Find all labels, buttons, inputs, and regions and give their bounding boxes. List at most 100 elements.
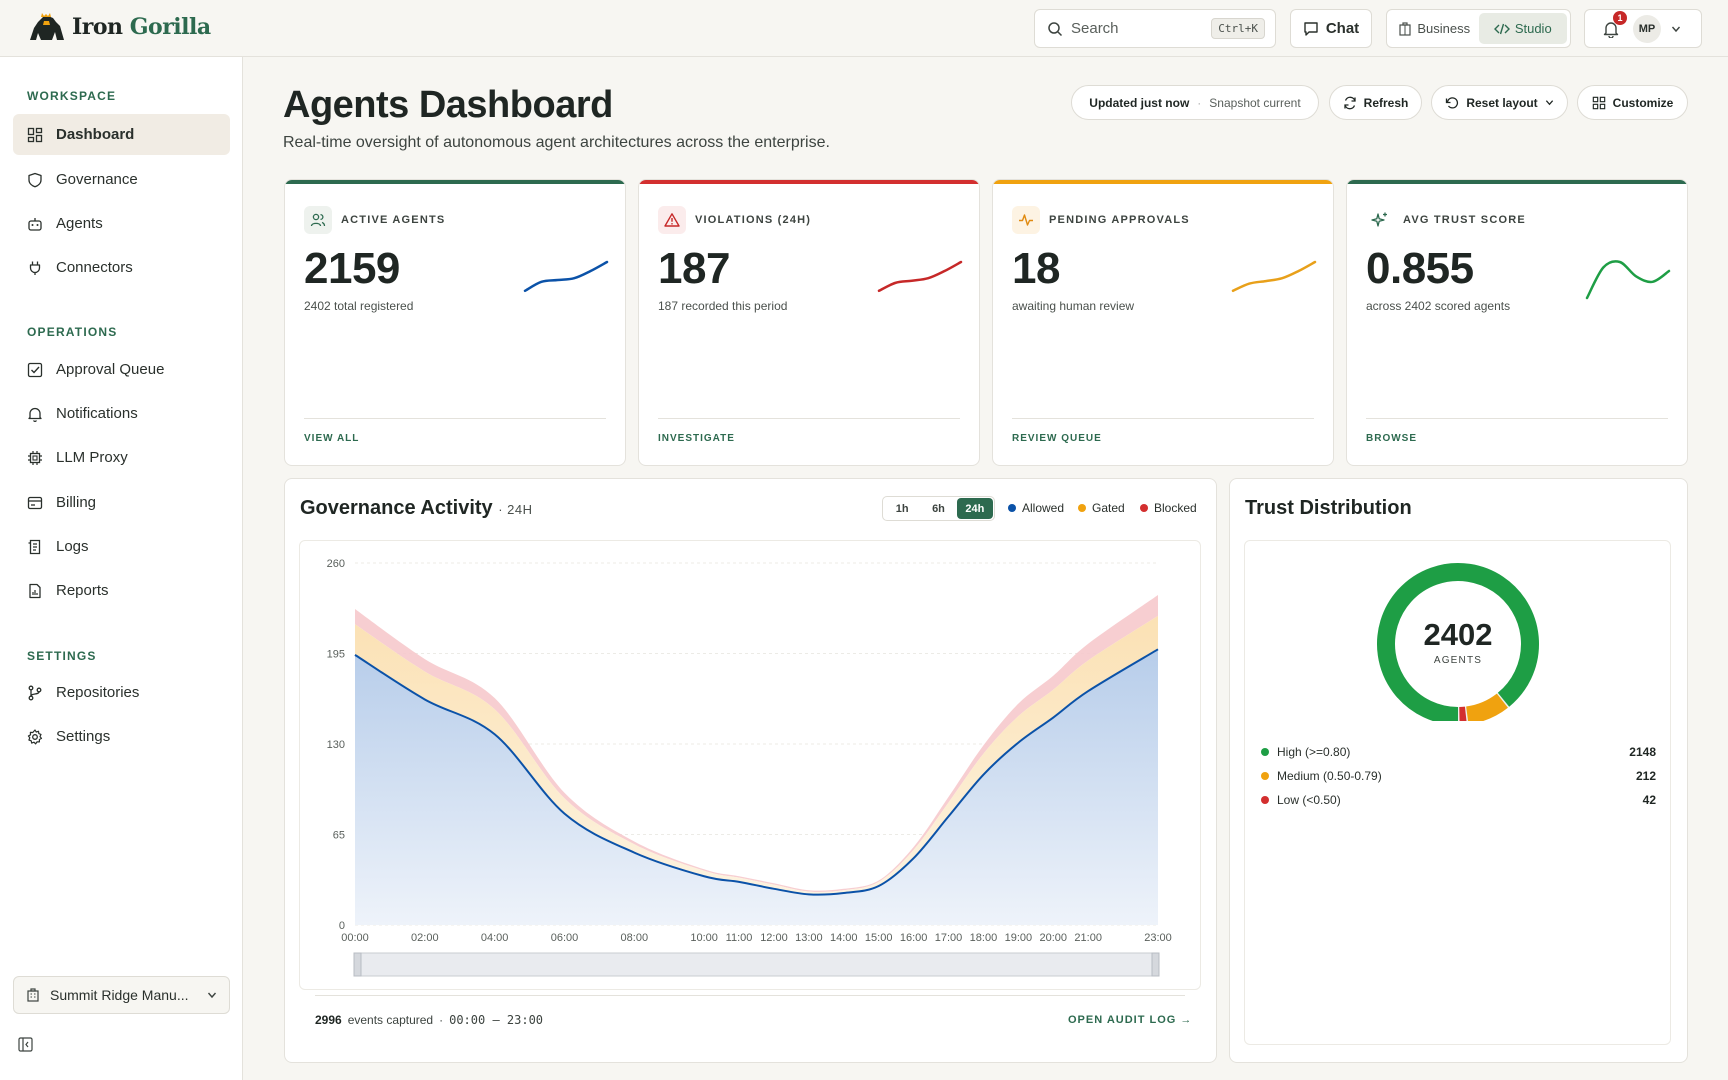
sidebar-item-label: Repositories bbox=[56, 684, 140, 701]
sidebar-item-repositories[interactable]: Repositories bbox=[13, 672, 230, 713]
users-icon bbox=[310, 213, 326, 227]
kpi-label: PENDING APPROVALS bbox=[1049, 214, 1190, 226]
range-option-6h[interactable]: 6h bbox=[932, 502, 945, 515]
kpi-divider bbox=[658, 418, 960, 419]
search-icon bbox=[1048, 21, 1063, 36]
org-name: Summit Ridge Manu... bbox=[50, 987, 189, 1003]
open-audit-log-link[interactable]: OPEN AUDIT LOG → bbox=[1068, 1014, 1193, 1026]
sidebar-item-notifications[interactable]: Notifications bbox=[13, 393, 230, 434]
x-tick-label: 14:00 bbox=[830, 932, 858, 944]
user-area: 1 MP bbox=[1584, 9, 1702, 48]
sidebar-item-logs[interactable]: Logs bbox=[13, 526, 230, 567]
trust-bucket-name: High (>=0.80) bbox=[1277, 745, 1351, 759]
kpi-link-view-all[interactable]: VIEW ALL bbox=[304, 433, 360, 444]
kpi-icon-box bbox=[1012, 206, 1040, 234]
org-selector[interactable]: Summit Ridge Manu... bbox=[13, 976, 230, 1014]
x-tick-label: 06:00 bbox=[551, 932, 579, 944]
y-tick-label: 65 bbox=[333, 830, 345, 842]
kpi-subtext: 2402 total registered bbox=[304, 299, 414, 313]
plug-icon bbox=[29, 261, 41, 275]
chart-footer-divider bbox=[315, 995, 1185, 996]
activity-chart: 00:00 02:00 04:00 06:00 08:00 10:00 11:00 12:00… bbox=[327, 558, 1172, 977]
bell-icon bbox=[1603, 21, 1619, 38]
trust-swatch bbox=[1261, 796, 1269, 804]
events-count: 2996 bbox=[315, 1013, 342, 1027]
checkbox-icon bbox=[27, 362, 43, 377]
kpi-link-browse[interactable]: BROWSE bbox=[1366, 433, 1417, 444]
donut-slice-1[interactable] bbox=[1465, 693, 1508, 721]
x-tick-label: 11:00 bbox=[726, 932, 753, 944]
time-range: 00:00 — 23:00 bbox=[449, 1013, 544, 1027]
sidebar-item-agents[interactable]: Agents bbox=[13, 203, 230, 244]
brush-track[interactable] bbox=[354, 952, 1159, 977]
range-option-24h[interactable]: 24h bbox=[956, 498, 993, 519]
sidebar-item-label: Reports bbox=[56, 582, 109, 599]
trust-row-high[interactable]: High (>=0.80) 2148 bbox=[1261, 745, 1656, 759]
chevron-down-icon[interactable] bbox=[1671, 24, 1681, 34]
kpi-value: 187 bbox=[658, 244, 730, 293]
donut-slice-0[interactable] bbox=[1377, 563, 1539, 721]
x-tick-label: 00:00 bbox=[341, 932, 369, 944]
kpi-icon-box bbox=[1366, 206, 1394, 234]
sidebar-item-label: Agents bbox=[56, 215, 103, 232]
y-tick-label: 260 bbox=[327, 558, 345, 570]
trust-row-medium[interactable]: Medium (0.50-0.79) 212 bbox=[1261, 769, 1656, 783]
legend-allowed[interactable]: Allowed bbox=[1008, 501, 1064, 515]
kpi-divider bbox=[304, 418, 606, 419]
sidebar-item-dashboard[interactable]: Dashboard bbox=[13, 114, 230, 155]
status-pill: Updated just now · Snapshot current bbox=[1071, 85, 1319, 120]
bell-icon bbox=[28, 407, 42, 422]
range-option-1h[interactable]: 1h bbox=[895, 502, 909, 515]
x-tick-label: 19:00 bbox=[1005, 932, 1033, 944]
trust-swatch bbox=[1261, 772, 1269, 780]
pulse-icon bbox=[1019, 214, 1033, 226]
brand-logo[interactable]: Iron Gorilla bbox=[26, 12, 211, 42]
sidebar-item-label: LLM Proxy bbox=[56, 449, 128, 466]
kpi-icon-box bbox=[658, 206, 686, 234]
sidebar-collapse-button[interactable] bbox=[18, 1037, 33, 1052]
notifications-button[interactable]: 1 bbox=[1599, 10, 1627, 41]
sidebar-item-approval-queue[interactable]: Approval Queue bbox=[13, 349, 230, 390]
refresh-button[interactable]: Refresh bbox=[1329, 85, 1422, 120]
reset-layout-label: Reset layout bbox=[1466, 95, 1538, 110]
status-snapshot: Snapshot current bbox=[1209, 95, 1301, 110]
kpi-value: 0.855 bbox=[1366, 244, 1474, 293]
kpi-card-violations: VIOLATIONS (24H) 187 187 recorded this p… bbox=[638, 179, 980, 466]
avatar[interactable]: MP bbox=[1633, 14, 1661, 43]
mode-studio-label: Studio bbox=[1514, 21, 1552, 36]
trust-row-low[interactable]: Low (<0.50) 42 bbox=[1261, 793, 1656, 807]
legend-blocked[interactable]: Blocked bbox=[1140, 501, 1197, 515]
sidebar-item-connectors[interactable]: Connectors bbox=[13, 247, 230, 288]
brush-handle-left[interactable] bbox=[353, 952, 362, 977]
nav-section-workspace: WORKSPACE bbox=[27, 89, 117, 103]
kpi-subtext: awaiting human review bbox=[1012, 299, 1135, 313]
customize-button[interactable]: Customize bbox=[1577, 85, 1688, 120]
kpi-sparkline-line bbox=[523, 260, 609, 293]
sidebar-item-llm-proxy[interactable]: LLM Proxy bbox=[13, 437, 230, 478]
status-separator: · bbox=[1197, 95, 1202, 110]
sidebar-item-reports[interactable]: Reports bbox=[13, 570, 230, 611]
mode-studio[interactable]: Studio bbox=[1478, 13, 1567, 44]
sidebar-item-governance[interactable]: Governance bbox=[13, 159, 230, 200]
chart-brush[interactable] bbox=[353, 952, 1160, 977]
alert-icon bbox=[664, 213, 680, 227]
mode-business[interactable]: Business bbox=[1390, 13, 1479, 44]
sidebar-item-billing[interactable]: Billing bbox=[13, 482, 230, 523]
kpi-link-investigate[interactable]: INVESTIGATE bbox=[658, 433, 735, 444]
sparkle-icon bbox=[1371, 212, 1387, 227]
gorilla-logo-icon bbox=[30, 13, 64, 40]
governance-activity-title: Governance Activity · 24H bbox=[300, 497, 533, 519]
legend-gated[interactable]: Gated bbox=[1078, 501, 1125, 515]
trust-bucket-name: Medium (0.50-0.79) bbox=[1277, 769, 1382, 783]
kpi-link-review-queue[interactable]: REVIEW QUEUE bbox=[1012, 433, 1102, 444]
search-input[interactable]: Search Ctrl+K bbox=[1034, 9, 1276, 48]
chip-icon bbox=[28, 450, 42, 465]
brand-name: Iron Gorilla bbox=[72, 14, 211, 40]
chat-button[interactable]: Chat bbox=[1290, 9, 1372, 48]
brush-handle-right[interactable] bbox=[1151, 952, 1160, 977]
kpi-label: VIOLATIONS (24H) bbox=[695, 214, 812, 226]
chart-footer: 2996 events captured · 00:00 — 23:00 bbox=[315, 1013, 543, 1027]
sidebar-item-settings[interactable]: Settings bbox=[13, 716, 230, 757]
shield-icon bbox=[28, 172, 42, 187]
reset-layout-button[interactable]: Reset layout bbox=[1431, 85, 1568, 120]
